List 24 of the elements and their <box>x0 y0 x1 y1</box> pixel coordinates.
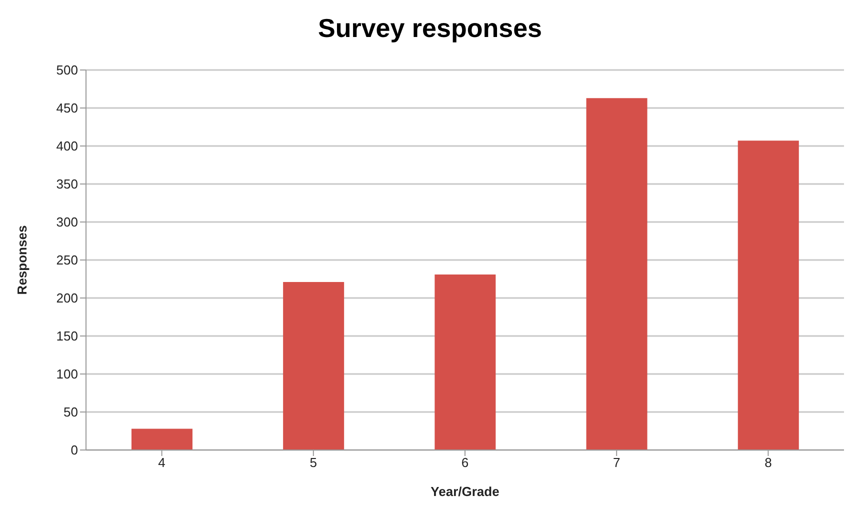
y-tick-label: 250 <box>56 252 78 268</box>
y-tick-label: 500 <box>56 62 78 78</box>
y-tick-label: 150 <box>56 328 78 344</box>
y-tick-label: 100 <box>56 366 78 382</box>
bar <box>131 428 192 450</box>
x-tick-label: 4 <box>158 455 166 470</box>
bar <box>738 140 799 450</box>
bar <box>434 274 496 450</box>
x-axis-title: Year/Grade <box>430 484 500 499</box>
y-axis-title: Responses <box>14 225 30 295</box>
y-tick-label: 200 <box>56 290 78 306</box>
x-tick-label: 6 <box>461 455 469 470</box>
x-tick-label: 7 <box>612 455 620 470</box>
y-tick-label: 0 <box>70 442 78 458</box>
bar <box>586 98 648 450</box>
x-tick-label: 8 <box>764 455 772 470</box>
y-tick-label: 400 <box>56 138 78 154</box>
chart-title: Survey responses <box>316 12 543 45</box>
x-tick-label: 5 <box>310 455 318 470</box>
bar <box>283 282 344 450</box>
y-tick-label: 50 <box>64 404 78 420</box>
y-tick-label: 450 <box>56 100 78 116</box>
y-tick-label: 300 <box>56 214 78 230</box>
y-tick-label: 350 <box>56 176 78 192</box>
